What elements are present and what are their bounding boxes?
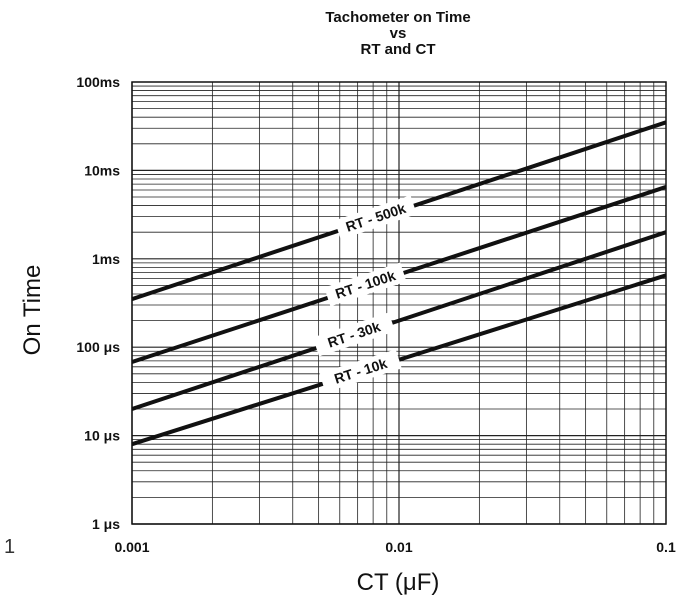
y-tick-label: 10ms	[84, 162, 120, 178]
y-tick-label: 10 μs	[84, 428, 120, 444]
series-label-text: RT - 30k	[326, 318, 383, 350]
x-axis-ticks: 0.001 0.01 0.1	[114, 539, 675, 555]
series-label: RT - 100k	[324, 262, 407, 307]
y-axis-ticks: 100ms 10ms 1ms 100 μs 10 μs 1 μs	[76, 74, 120, 532]
y-tick-label: 100 μs	[76, 339, 120, 355]
stray-figure-number: 1	[4, 536, 15, 558]
x-tick-label: 0.001	[114, 539, 149, 555]
chart-title-line: Tachometer on Time	[325, 9, 470, 26]
series-label-text: RT - 500k	[344, 200, 408, 235]
y-axis-label: On Time	[19, 265, 46, 356]
series-label-background	[312, 312, 396, 357]
plot-frame	[131, 81, 667, 525]
series-label: RT - 500k	[334, 195, 417, 240]
chart-title-line: RT and CT	[361, 41, 436, 58]
series-label-text: RT - 10k	[332, 355, 389, 387]
series-label-background	[324, 262, 407, 307]
series-line	[131, 230, 667, 411]
y-tick-label: 100ms	[76, 74, 120, 90]
x-tick-label: 0.01	[385, 539, 412, 555]
series-label-background	[334, 195, 417, 240]
series-label: RT - 30k	[312, 312, 396, 357]
y-tick-label: 1 μs	[92, 516, 120, 532]
chart-title-line: vs	[390, 25, 407, 42]
y-tick-label: 1ms	[92, 251, 120, 267]
x-axis-label: CT (μF)	[357, 569, 440, 596]
x-tick-label: 0.1	[656, 539, 676, 555]
series-label-background	[319, 349, 402, 393]
